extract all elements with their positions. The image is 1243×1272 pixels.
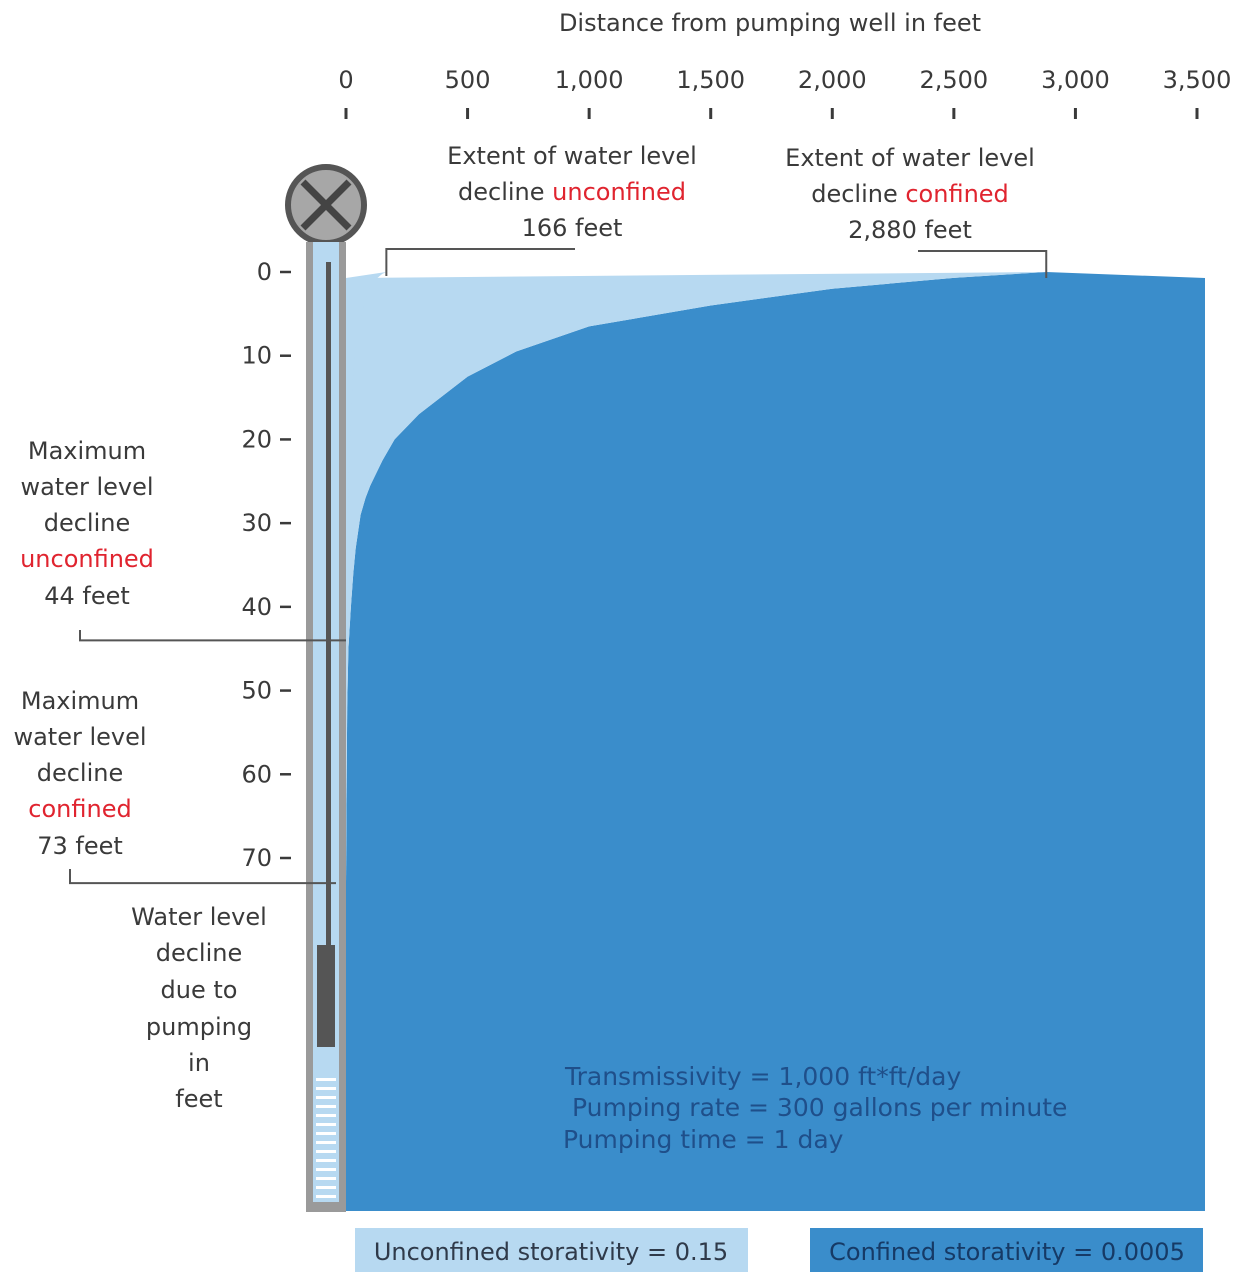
- extent-confined-value: 2,880 feet: [848, 216, 972, 244]
- screen-slot: [316, 1096, 336, 1099]
- y-axis-title: Water level decline due to pumping in fe…: [131, 903, 267, 1113]
- area-unconfined: [346, 272, 1047, 884]
- svg-text:decline unconfined: decline unconfined: [458, 178, 686, 206]
- parameters-block: Transmissivity = 1,000 ft*ft/day Pumping…: [563, 1062, 1067, 1154]
- area-unconfined-edge: [346, 272, 387, 641]
- well-screen: [316, 1078, 336, 1198]
- well-casing: [306, 242, 346, 1212]
- y-tick-label: 70: [241, 844, 272, 872]
- y-tick-label: 30: [241, 509, 272, 537]
- max-confined-line3: decline: [37, 759, 124, 787]
- screen-slot: [316, 1123, 336, 1126]
- max-confined-red: confined: [28, 795, 131, 823]
- x-tick-label: 2,500: [919, 66, 988, 94]
- leader-extent-unconfined: [385, 248, 575, 276]
- area-confined: [346, 272, 1205, 1211]
- screen-slot: [316, 1186, 336, 1189]
- leader-extent-confined: [918, 250, 1048, 278]
- param-pumping-rate: Pumping rate = 300 gallons per minute: [572, 1093, 1067, 1122]
- max-unconfined-line1: Maximum: [28, 437, 146, 465]
- y-axis-title-line2: decline: [156, 939, 243, 967]
- max-unconfined-line2: water level: [20, 473, 153, 501]
- legend: Unconfined storativity = 0.15 Confined s…: [355, 1228, 1203, 1272]
- x-tick-label: 500: [445, 66, 491, 94]
- y-axis-title-line4: pumping: [146, 1013, 252, 1041]
- y-axis: 0 10 20 30 40 50 60 70: [241, 258, 291, 872]
- y-tick-label: 40: [241, 593, 272, 621]
- max-unconfined-line3: decline: [44, 509, 131, 537]
- x-tick-label: 0: [338, 66, 353, 94]
- extent-unconfined-red: unconfined: [552, 178, 686, 206]
- screen-slot: [316, 1150, 336, 1153]
- annotation-max-confined: Maximum water level decline confined 73 …: [13, 687, 146, 860]
- x-tick-label: 2,000: [798, 66, 867, 94]
- legend-swatch-unconfined: [355, 1228, 748, 1272]
- legend-swatch-confined: [810, 1228, 1203, 1272]
- y-axis-title-line5: in: [188, 1049, 210, 1077]
- y-axis-title-line6: feet: [175, 1085, 222, 1113]
- extent-confined-line1: Extent of water level: [785, 144, 1035, 172]
- max-unconfined-value: 44 feet: [44, 582, 130, 610]
- x-tick-label: 1,000: [555, 66, 624, 94]
- screen-slot: [316, 1177, 336, 1180]
- y-axis-title-line1: Water level: [131, 903, 267, 931]
- extent-confined-prefix: decline: [811, 180, 905, 208]
- screen-slot: [316, 1159, 336, 1162]
- legend-label-confined: Confined storativity = 0.0005: [829, 1238, 1185, 1266]
- screen-slot: [316, 1114, 336, 1117]
- annotation-max-unconfined: Maximum water level decline unconfined 4…: [20, 437, 154, 610]
- annotation-leaders: [69, 248, 1048, 885]
- extent-unconfined-prefix: decline: [458, 178, 552, 206]
- extent-confined-red: confined: [905, 180, 1008, 208]
- screen-slot: [316, 1087, 336, 1090]
- extent-unconfined-value: 166 feet: [522, 214, 623, 242]
- y-tick-label: 0: [257, 258, 272, 286]
- extent-unconfined-line1: Extent of water level: [447, 142, 697, 170]
- y-tick-label: 60: [241, 760, 272, 788]
- max-confined-line2: water level: [13, 723, 146, 751]
- leader-max-confined: [69, 869, 336, 885]
- annotation-extent-confined: Extent of water level decline confined 2…: [785, 144, 1035, 244]
- y-tick-label: 50: [241, 677, 272, 705]
- screen-slot: [316, 1168, 336, 1171]
- param-transmissivity: Transmissivity = 1,000 ft*ft/day: [564, 1062, 961, 1091]
- screen-slot: [316, 1105, 336, 1108]
- x-tick-label: 1,500: [676, 66, 745, 94]
- y-tick-label: 10: [241, 342, 272, 370]
- leader-max-unconfined: [79, 630, 346, 642]
- svg-text:decline confined: decline confined: [811, 180, 1009, 208]
- param-pumping-time: Pumping time = 1 day: [563, 1125, 844, 1154]
- y-axis-title-line3: due to: [161, 976, 238, 1004]
- legend-label-unconfined: Unconfined storativity = 0.15: [374, 1238, 728, 1266]
- x-axis-title: Distance from pumping well in feet: [559, 9, 981, 37]
- x-axis: 0 500 1,000 1,500 2,000 2,500 3,000 3,500: [338, 66, 1231, 119]
- max-unconfined-red: unconfined: [20, 545, 154, 573]
- screen-slot: [316, 1195, 336, 1198]
- max-confined-line1: Maximum: [21, 687, 139, 715]
- x-tick-label: 3,500: [1163, 66, 1232, 94]
- annotation-extent-unconfined: Extent of water level decline unconfined…: [447, 142, 697, 242]
- screen-slot: [316, 1141, 336, 1144]
- well-valve-icon: [285, 164, 367, 246]
- screen-slot: [316, 1078, 336, 1081]
- screen-slot: [316, 1132, 336, 1135]
- max-confined-value: 73 feet: [37, 832, 123, 860]
- x-tick-label: 3,000: [1041, 66, 1110, 94]
- y-tick-label: 20: [241, 425, 272, 453]
